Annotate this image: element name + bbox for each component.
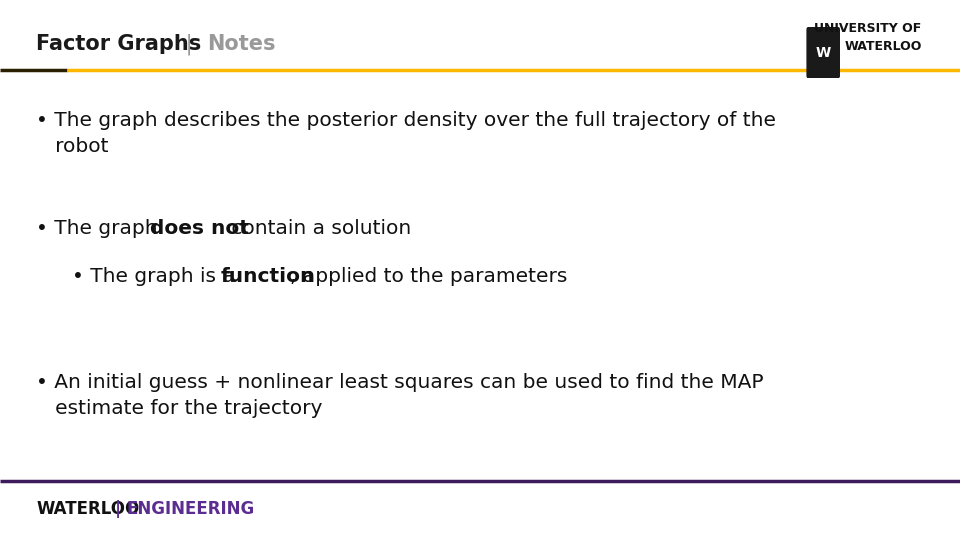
Text: |: |: [179, 33, 199, 55]
Text: function: function: [221, 267, 315, 286]
Text: W: W: [816, 46, 830, 59]
Text: WATERLOO: WATERLOO: [36, 500, 140, 518]
Text: • An initial guess + nonlinear least squares can be used to find the MAP
   esti: • An initial guess + nonlinear least squ…: [36, 373, 764, 418]
Text: does not: does not: [150, 219, 249, 238]
Text: • The graph is a: • The graph is a: [72, 267, 241, 286]
Text: ENGINEERING: ENGINEERING: [127, 500, 255, 518]
Text: , applied to the parameters: , applied to the parameters: [290, 267, 567, 286]
Text: • The graph: • The graph: [36, 219, 164, 238]
Text: |: |: [115, 500, 121, 518]
Text: Notes: Notes: [207, 34, 276, 55]
Text: • The graph describes the posterior density over the full trajectory of the
   r: • The graph describes the posterior dens…: [36, 111, 777, 156]
FancyBboxPatch shape: [806, 27, 840, 78]
Text: Factor Graphs: Factor Graphs: [36, 34, 202, 55]
Text: contain a solution: contain a solution: [225, 219, 411, 238]
Text: UNIVERSITY OF
WATERLOO: UNIVERSITY OF WATERLOO: [814, 22, 922, 52]
